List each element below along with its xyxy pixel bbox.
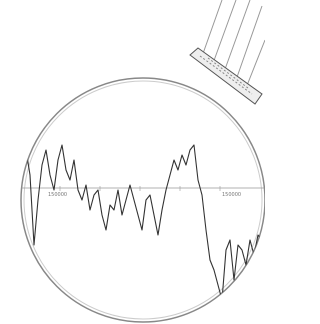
- handle: [190, 0, 265, 104]
- illustration: 150000 150000: [0, 0, 265, 324]
- axis-label: 150000: [222, 192, 241, 198]
- page: {"labels": ["150000", "150000"]} 150000 …: [0, 0, 320, 324]
- axis-label: 150000: [48, 192, 67, 198]
- lens-rim: [21, 78, 265, 322]
